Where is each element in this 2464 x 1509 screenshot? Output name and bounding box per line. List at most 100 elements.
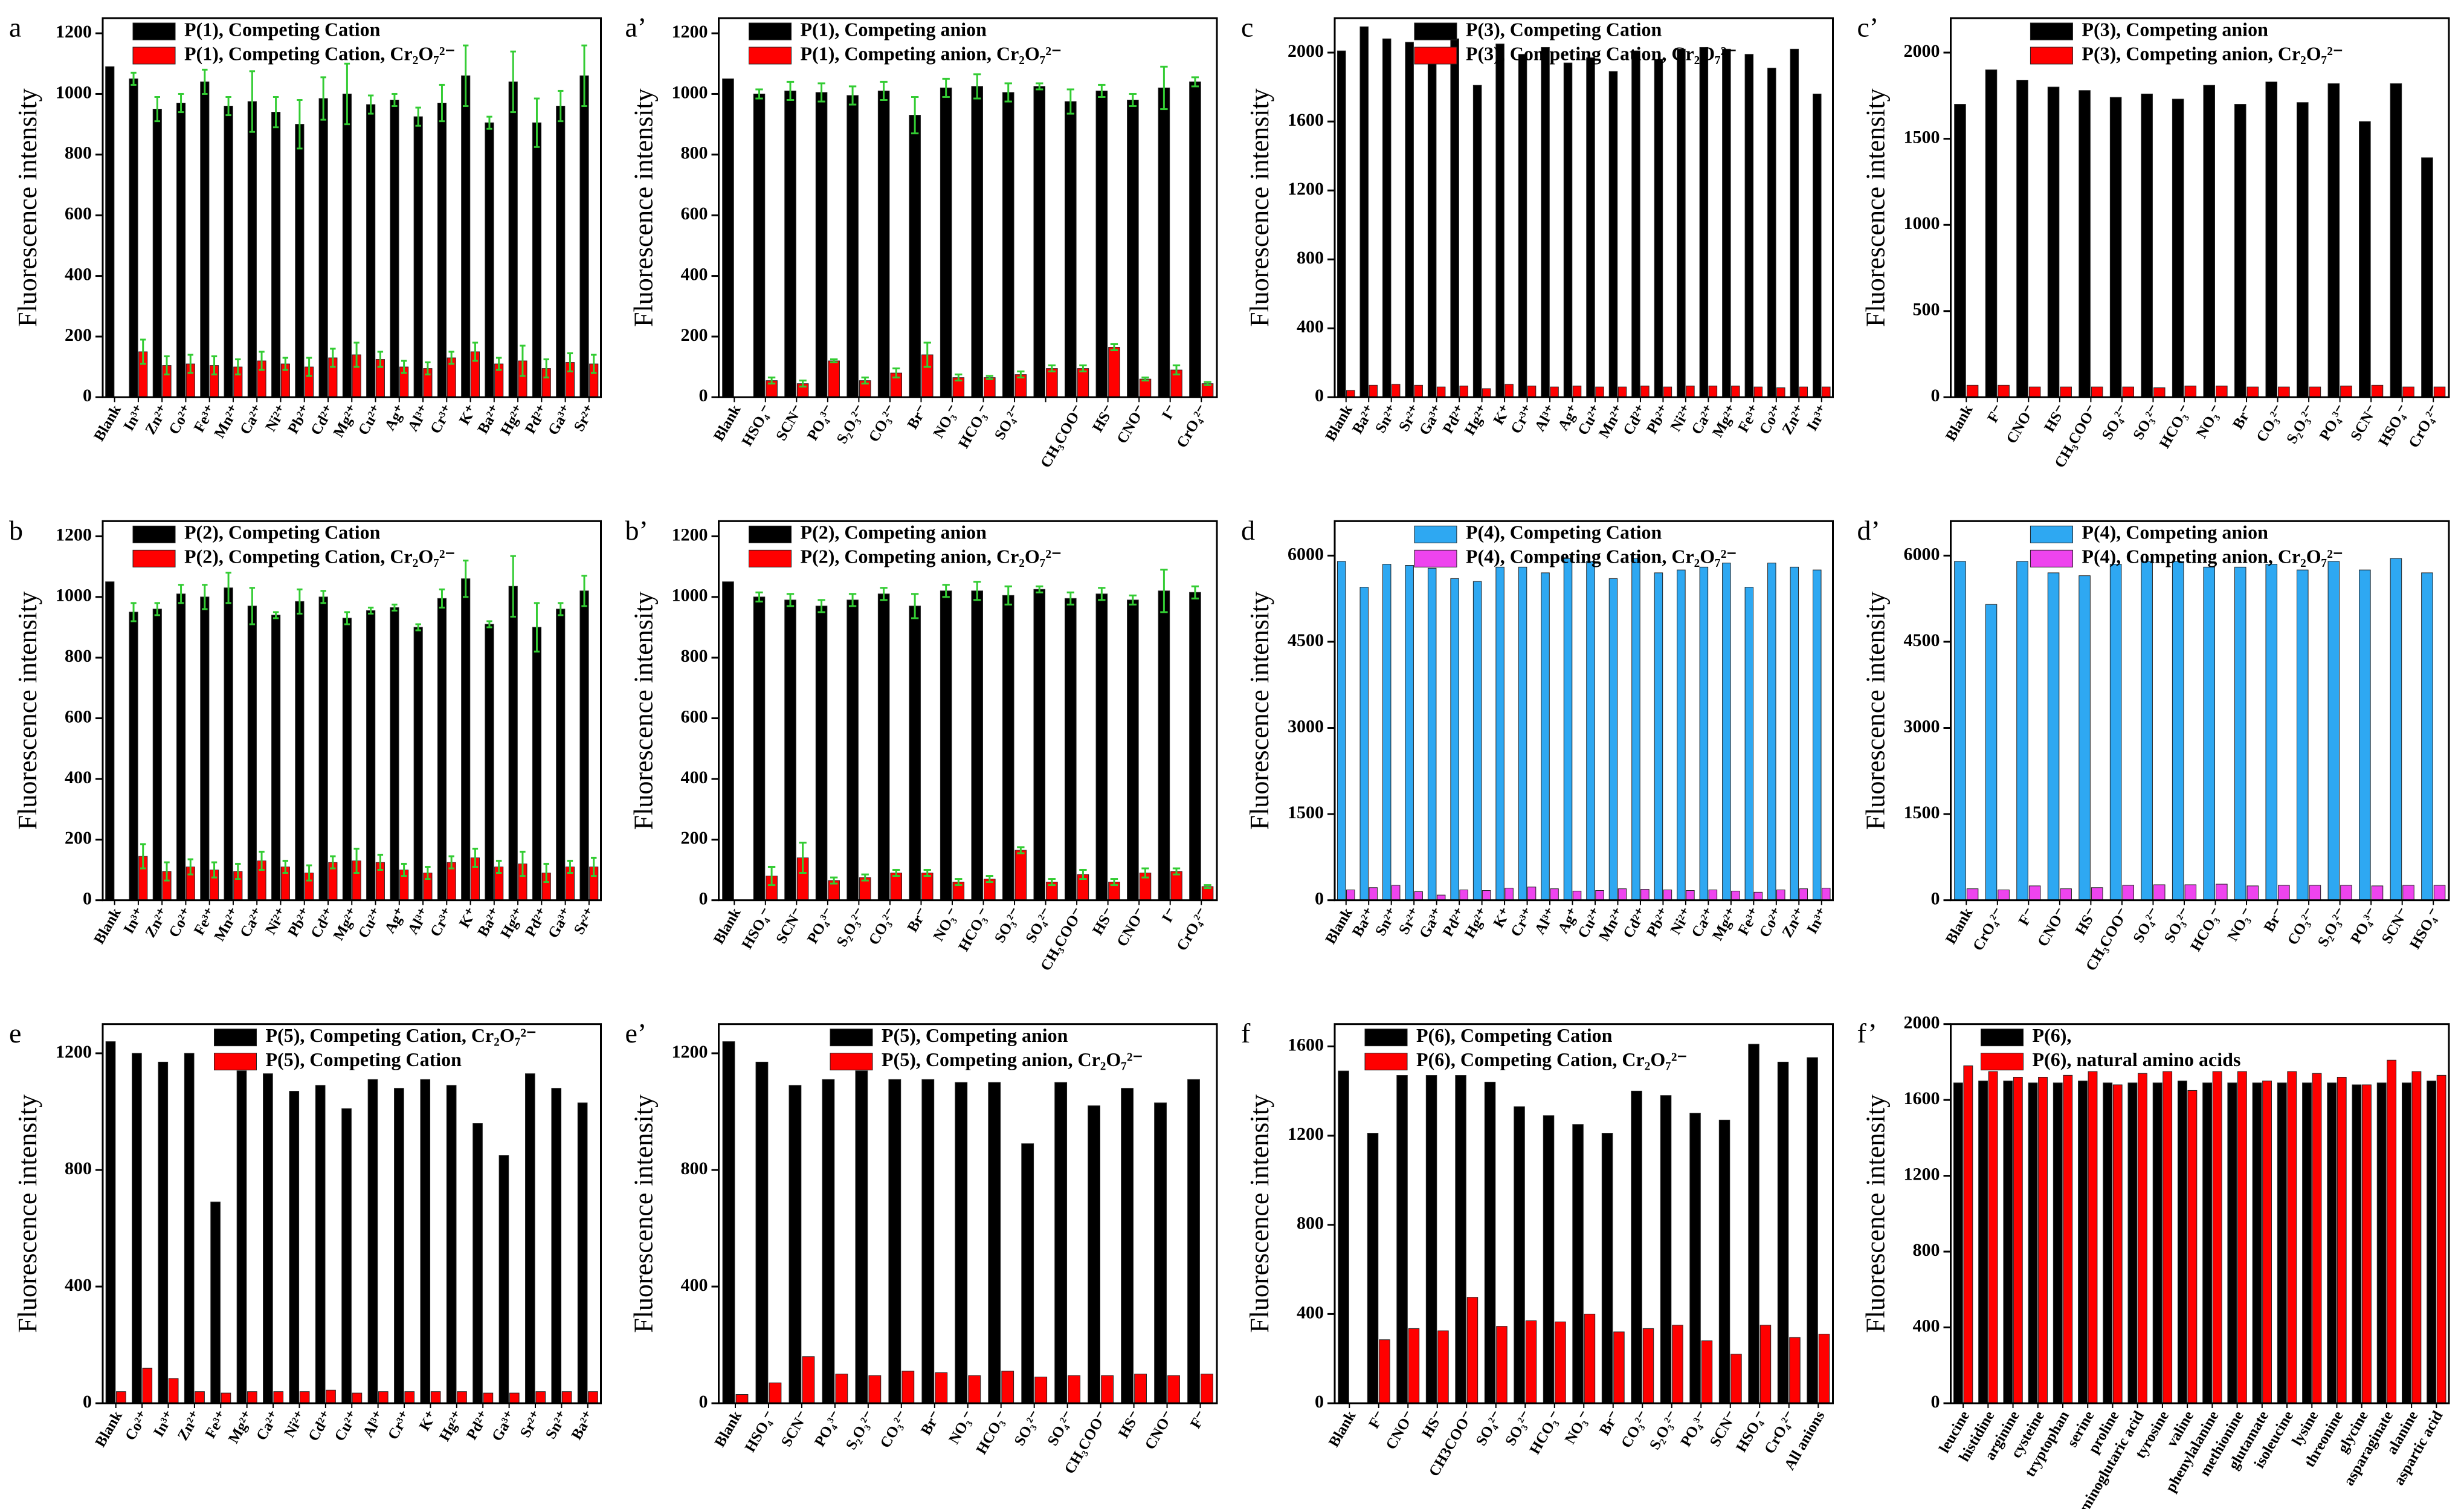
- bar: [1158, 87, 1170, 398]
- x-tick-label: Al³⁺: [360, 1408, 388, 1440]
- error-bar: [273, 611, 279, 619]
- bar: [1777, 1061, 1789, 1404]
- bar: [430, 1391, 441, 1404]
- x-tick-label: PO₄³⁻: [804, 402, 837, 444]
- error-bar: [591, 354, 597, 374]
- bar: [129, 612, 138, 901]
- y-tick-label: 1200: [56, 22, 92, 42]
- error-bar: [1004, 82, 1012, 103]
- legend-label: P(6), Competing Cation: [1416, 1024, 1613, 1046]
- bar: [105, 66, 115, 398]
- error-bar: [154, 602, 161, 616]
- y-tick-label: 400: [65, 264, 92, 284]
- x-tick-label: Blank: [1943, 905, 1976, 947]
- bar: [1689, 1113, 1701, 1404]
- bar: [390, 607, 399, 901]
- x-tick-label: Sn²⁺: [1372, 402, 1401, 436]
- bar: [2227, 1082, 2237, 1404]
- x-tick-label: Cd²⁺: [1620, 402, 1650, 438]
- bar: [1459, 890, 1468, 901]
- x-tick-label: Zn²⁺: [1779, 402, 1808, 438]
- bar: [152, 109, 162, 398]
- bar: [1414, 891, 1423, 901]
- bar: [1789, 1337, 1801, 1404]
- bar: [984, 377, 996, 398]
- error-bar: [401, 360, 407, 374]
- y-tick-label: 600: [65, 706, 92, 726]
- bar: [1068, 1375, 1081, 1404]
- bar: [921, 1079, 935, 1404]
- y-tick-label: 600: [65, 204, 92, 224]
- x-tick-label: CrO₄²⁻: [1174, 402, 1211, 451]
- legend-label: P(3), Competing anion: [2082, 18, 2268, 40]
- bar: [2141, 561, 2153, 901]
- x-tick-label: HSO₄⁻: [742, 1408, 778, 1455]
- bar: [561, 1391, 572, 1404]
- legend-label: P(3), Competing Cation: [1466, 18, 1662, 40]
- x-tick-label: HS⁻: [1115, 1408, 1144, 1441]
- x-tick-label: F⁻: [1984, 402, 2007, 425]
- bar: [1654, 572, 1663, 901]
- bar: [2079, 575, 2091, 901]
- bar: [2138, 1073, 2147, 1404]
- x-tick-label: Ga³⁺: [1416, 905, 1446, 941]
- bar: [2246, 386, 2259, 398]
- x-tick-label: Cd²⁺: [1620, 905, 1650, 941]
- legend-label: P(6),: [2033, 1024, 2072, 1046]
- bar: [1391, 885, 1401, 901]
- y-tick-label: 600: [681, 706, 708, 726]
- x-tick-label: PO₄³⁻: [811, 1408, 845, 1449]
- x-tick-label: Co²⁺: [166, 402, 196, 438]
- bar: [1455, 1075, 1466, 1404]
- bar: [1484, 1082, 1496, 1404]
- error-bar: [861, 376, 869, 385]
- error-bar: [320, 76, 326, 121]
- x-tick-label: SO₄²⁻: [1023, 905, 1056, 946]
- y-axis-label: Fluorescence intensity: [1245, 592, 1274, 830]
- y-tick-label: 1000: [1904, 213, 1940, 233]
- error-bar: [892, 367, 900, 379]
- x-tick-label: SO₃²⁻: [1011, 1408, 1044, 1449]
- y-tick-label: 800: [65, 143, 92, 163]
- legend-swatch: [749, 549, 792, 567]
- y-axis-label: Fluorescence intensity: [13, 1094, 42, 1333]
- bar: [224, 106, 233, 398]
- error-bar: [1160, 569, 1168, 613]
- bar: [1002, 595, 1014, 901]
- error-bar: [543, 358, 549, 379]
- error-bar: [367, 606, 374, 615]
- x-tick-label: I⁻: [1159, 402, 1180, 422]
- bar: [1427, 56, 1437, 398]
- x-tick-label: HCO₃⁻: [955, 905, 993, 954]
- bar: [2352, 1084, 2362, 1404]
- legend-label: P(2), Competing anion: [801, 522, 987, 543]
- error-bar: [297, 588, 303, 615]
- x-tick-label: Ga³⁺: [489, 1408, 519, 1444]
- bar: [1631, 558, 1640, 901]
- bar: [2177, 1081, 2187, 1404]
- bar: [483, 1392, 494, 1404]
- bar: [1359, 26, 1369, 398]
- error-bar: [448, 351, 454, 365]
- x-tick-label: SO₃²⁻: [992, 905, 1024, 946]
- bar: [1367, 1133, 1379, 1404]
- bar: [1572, 386, 1582, 398]
- bar: [1014, 850, 1027, 901]
- bar: [2028, 1082, 2038, 1404]
- error-bar: [353, 341, 360, 368]
- x-tick-label: Co²⁺: [1756, 905, 1786, 940]
- bar: [342, 93, 352, 398]
- x-tick-label: Br⁻: [2230, 402, 2256, 432]
- bar: [2216, 884, 2228, 901]
- bar: [116, 1391, 126, 1404]
- bar: [1708, 386, 1718, 398]
- bar: [2063, 1074, 2073, 1404]
- x-tick-label: Blank: [1323, 402, 1356, 444]
- bar: [1677, 48, 1686, 398]
- x-tick-label: S₂O₃²⁻: [834, 402, 869, 447]
- bar: [2060, 888, 2072, 901]
- error-bar: [985, 875, 994, 884]
- error-bar: [439, 588, 445, 609]
- x-tick-label: HCO₃⁻: [955, 402, 993, 451]
- legend-label: P(4), Competing anion, Cr₂O₇²⁻: [2082, 546, 2343, 567]
